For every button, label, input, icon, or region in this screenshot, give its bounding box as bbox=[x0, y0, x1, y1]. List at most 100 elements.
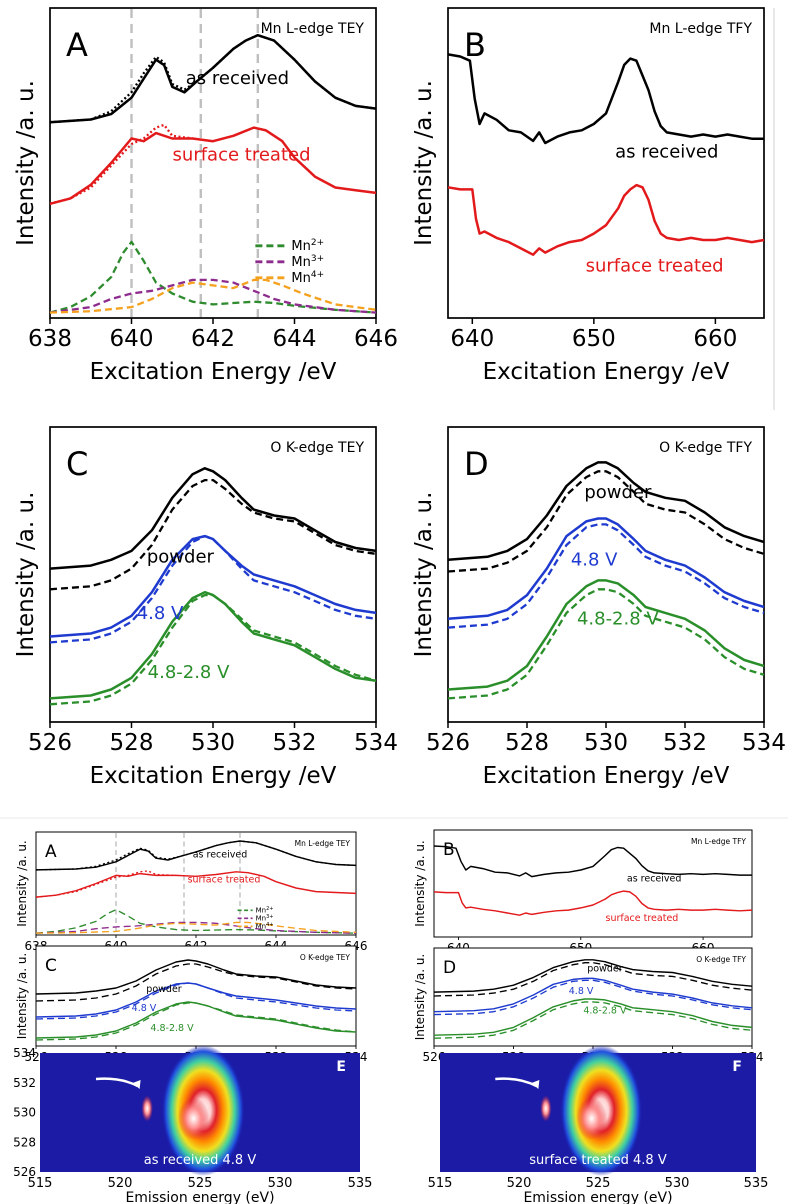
series-line-5 bbox=[35, 921, 357, 934]
x-tick-label: 526 bbox=[423, 1050, 446, 1064]
x-tick-label: 526 bbox=[28, 730, 72, 756]
x-tick-label: 532 bbox=[273, 730, 317, 756]
panel-B: 640 650 660 Excitation Energy /eV Intensity … bbox=[411, 7, 765, 385]
series-line-0 bbox=[447, 461, 765, 562]
plot-frame bbox=[35, 831, 357, 936]
series-annotation: as received bbox=[615, 142, 718, 163]
x-axis-label: Excitation Energy /eV bbox=[90, 763, 337, 789]
x-axis-label: Emission energy (eV) bbox=[523, 1190, 672, 1204]
y-tick-label: 530 bbox=[13, 1106, 36, 1120]
x-tick-label: 660 bbox=[693, 326, 737, 352]
panel-title: Mn L-edge TFY bbox=[691, 837, 746, 846]
panel-title: O K-edge TFY bbox=[659, 440, 752, 456]
series-line-3 bbox=[433, 979, 753, 1016]
x-tick-label: 638 bbox=[28, 326, 72, 352]
legend-name: Mn bbox=[256, 922, 266, 930]
y-axis-label: Intensity /a. u. bbox=[15, 840, 29, 927]
series-annotation: surface treated bbox=[188, 875, 261, 886]
x-axis-label: Excitation Energy /eV bbox=[483, 359, 730, 385]
x-tick-label: 520 bbox=[108, 1176, 133, 1191]
series-line-2 bbox=[49, 126, 377, 206]
legend-sup: 4+ bbox=[266, 922, 273, 928]
series-line-1 bbox=[433, 890, 753, 916]
panel-label: A bbox=[66, 26, 88, 64]
series-line-6 bbox=[35, 921, 357, 934]
x-tick-label: 528 bbox=[505, 730, 549, 756]
series-annotation: as received bbox=[627, 874, 682, 885]
x-tick-label: 520 bbox=[507, 1176, 532, 1191]
panel-D: 526 528 530 532 534 Excitation Energy /eV Inte… bbox=[411, 426, 786, 789]
heatmap-core bbox=[177, 1097, 210, 1140]
panel-title: O K-edge TFY bbox=[696, 955, 746, 964]
legend-name: Mn bbox=[256, 914, 266, 922]
panel-label: D bbox=[464, 445, 489, 483]
legend-name: Mn bbox=[291, 271, 310, 286]
series-line-0 bbox=[49, 33, 377, 124]
legend-label: Mn4+ bbox=[256, 922, 274, 931]
series-line-4 bbox=[433, 998, 753, 1036]
series-line-3 bbox=[447, 523, 765, 629]
legend-name: Mn bbox=[291, 255, 310, 270]
series-line-5 bbox=[49, 593, 377, 706]
series-annotation: powder bbox=[146, 984, 181, 995]
series-annotation: 4.8-2.8 V bbox=[583, 1006, 627, 1017]
plot-frame bbox=[35, 945, 357, 1047]
series-annotation: surface treated bbox=[606, 913, 679, 924]
legend-label: Mn3+ bbox=[256, 914, 274, 923]
series-line-5 bbox=[49, 278, 377, 314]
series-annotation: 4.8-2.8 V bbox=[577, 609, 659, 630]
legend-label: Mn2+ bbox=[256, 906, 274, 915]
series-line-4 bbox=[447, 579, 765, 691]
legend-name: Mn bbox=[256, 906, 266, 914]
x-tick-label: 528 bbox=[110, 730, 154, 756]
series-annotation: as received bbox=[186, 68, 289, 89]
y-axis-label: Intensity /a. u. bbox=[13, 80, 39, 246]
legend-sup: 2+ bbox=[266, 906, 273, 912]
x-tick-label: 525 bbox=[188, 1176, 213, 1191]
x-tick-label: 534 bbox=[354, 730, 398, 756]
series-annotation: 4.8 V bbox=[137, 603, 184, 624]
panel-label: D bbox=[443, 958, 456, 978]
x-axis-label: Excitation Energy /eV bbox=[483, 763, 730, 789]
plot-frame bbox=[447, 426, 765, 723]
series-line-3 bbox=[49, 123, 193, 205]
x-tick-label: 526 bbox=[426, 730, 470, 756]
series-line-1 bbox=[35, 963, 357, 1002]
series-line-2 bbox=[447, 517, 765, 621]
x-tick-label: 525 bbox=[586, 1176, 611, 1191]
panel-label: B bbox=[464, 26, 486, 64]
series-annotation: 4.8 V bbox=[571, 550, 618, 571]
series-line-0 bbox=[433, 845, 752, 878]
series-line-5 bbox=[35, 1002, 357, 1041]
series-line-6 bbox=[49, 278, 377, 314]
series-line-1 bbox=[433, 962, 753, 997]
panel-label: C bbox=[45, 956, 57, 976]
x-axis-label: Excitation Energy /eV bbox=[90, 359, 337, 385]
panel-label: F bbox=[732, 1059, 742, 1075]
series-annotation: as received bbox=[193, 849, 248, 860]
plot-frame bbox=[433, 947, 753, 1047]
legend-sup: 3+ bbox=[266, 914, 273, 920]
heatmap-spot bbox=[141, 1095, 153, 1122]
series-line-1 bbox=[447, 470, 765, 573]
y-tick-label: 534 bbox=[13, 1046, 36, 1060]
x-tick-label: 644 bbox=[273, 326, 317, 352]
panel-C: 526 528 530 532 534 Excitation Energy /eV Inte… bbox=[13, 426, 398, 789]
series-line-0 bbox=[433, 959, 753, 993]
series-line-0 bbox=[35, 959, 357, 995]
y-axis-label: Intensity /a. u. bbox=[13, 492, 39, 658]
x-tick-label: 535 bbox=[744, 1176, 769, 1191]
series-annotation: 4.8 V bbox=[569, 986, 594, 997]
series-line-4 bbox=[35, 909, 357, 934]
panel-label: B bbox=[443, 840, 455, 860]
series-line-1 bbox=[49, 478, 377, 591]
series-line-4 bbox=[35, 1001, 357, 1039]
plot-frame bbox=[49, 426, 377, 723]
legend-label: Mn2+ bbox=[291, 238, 324, 254]
legend-sup: 3+ bbox=[311, 254, 324, 264]
series-line-3 bbox=[49, 534, 377, 644]
series-line-0 bbox=[35, 840, 357, 871]
series-annotation: 4.8-2.8 V bbox=[150, 1023, 194, 1034]
y-axis-label: Intensity /a. u. bbox=[15, 953, 29, 1040]
